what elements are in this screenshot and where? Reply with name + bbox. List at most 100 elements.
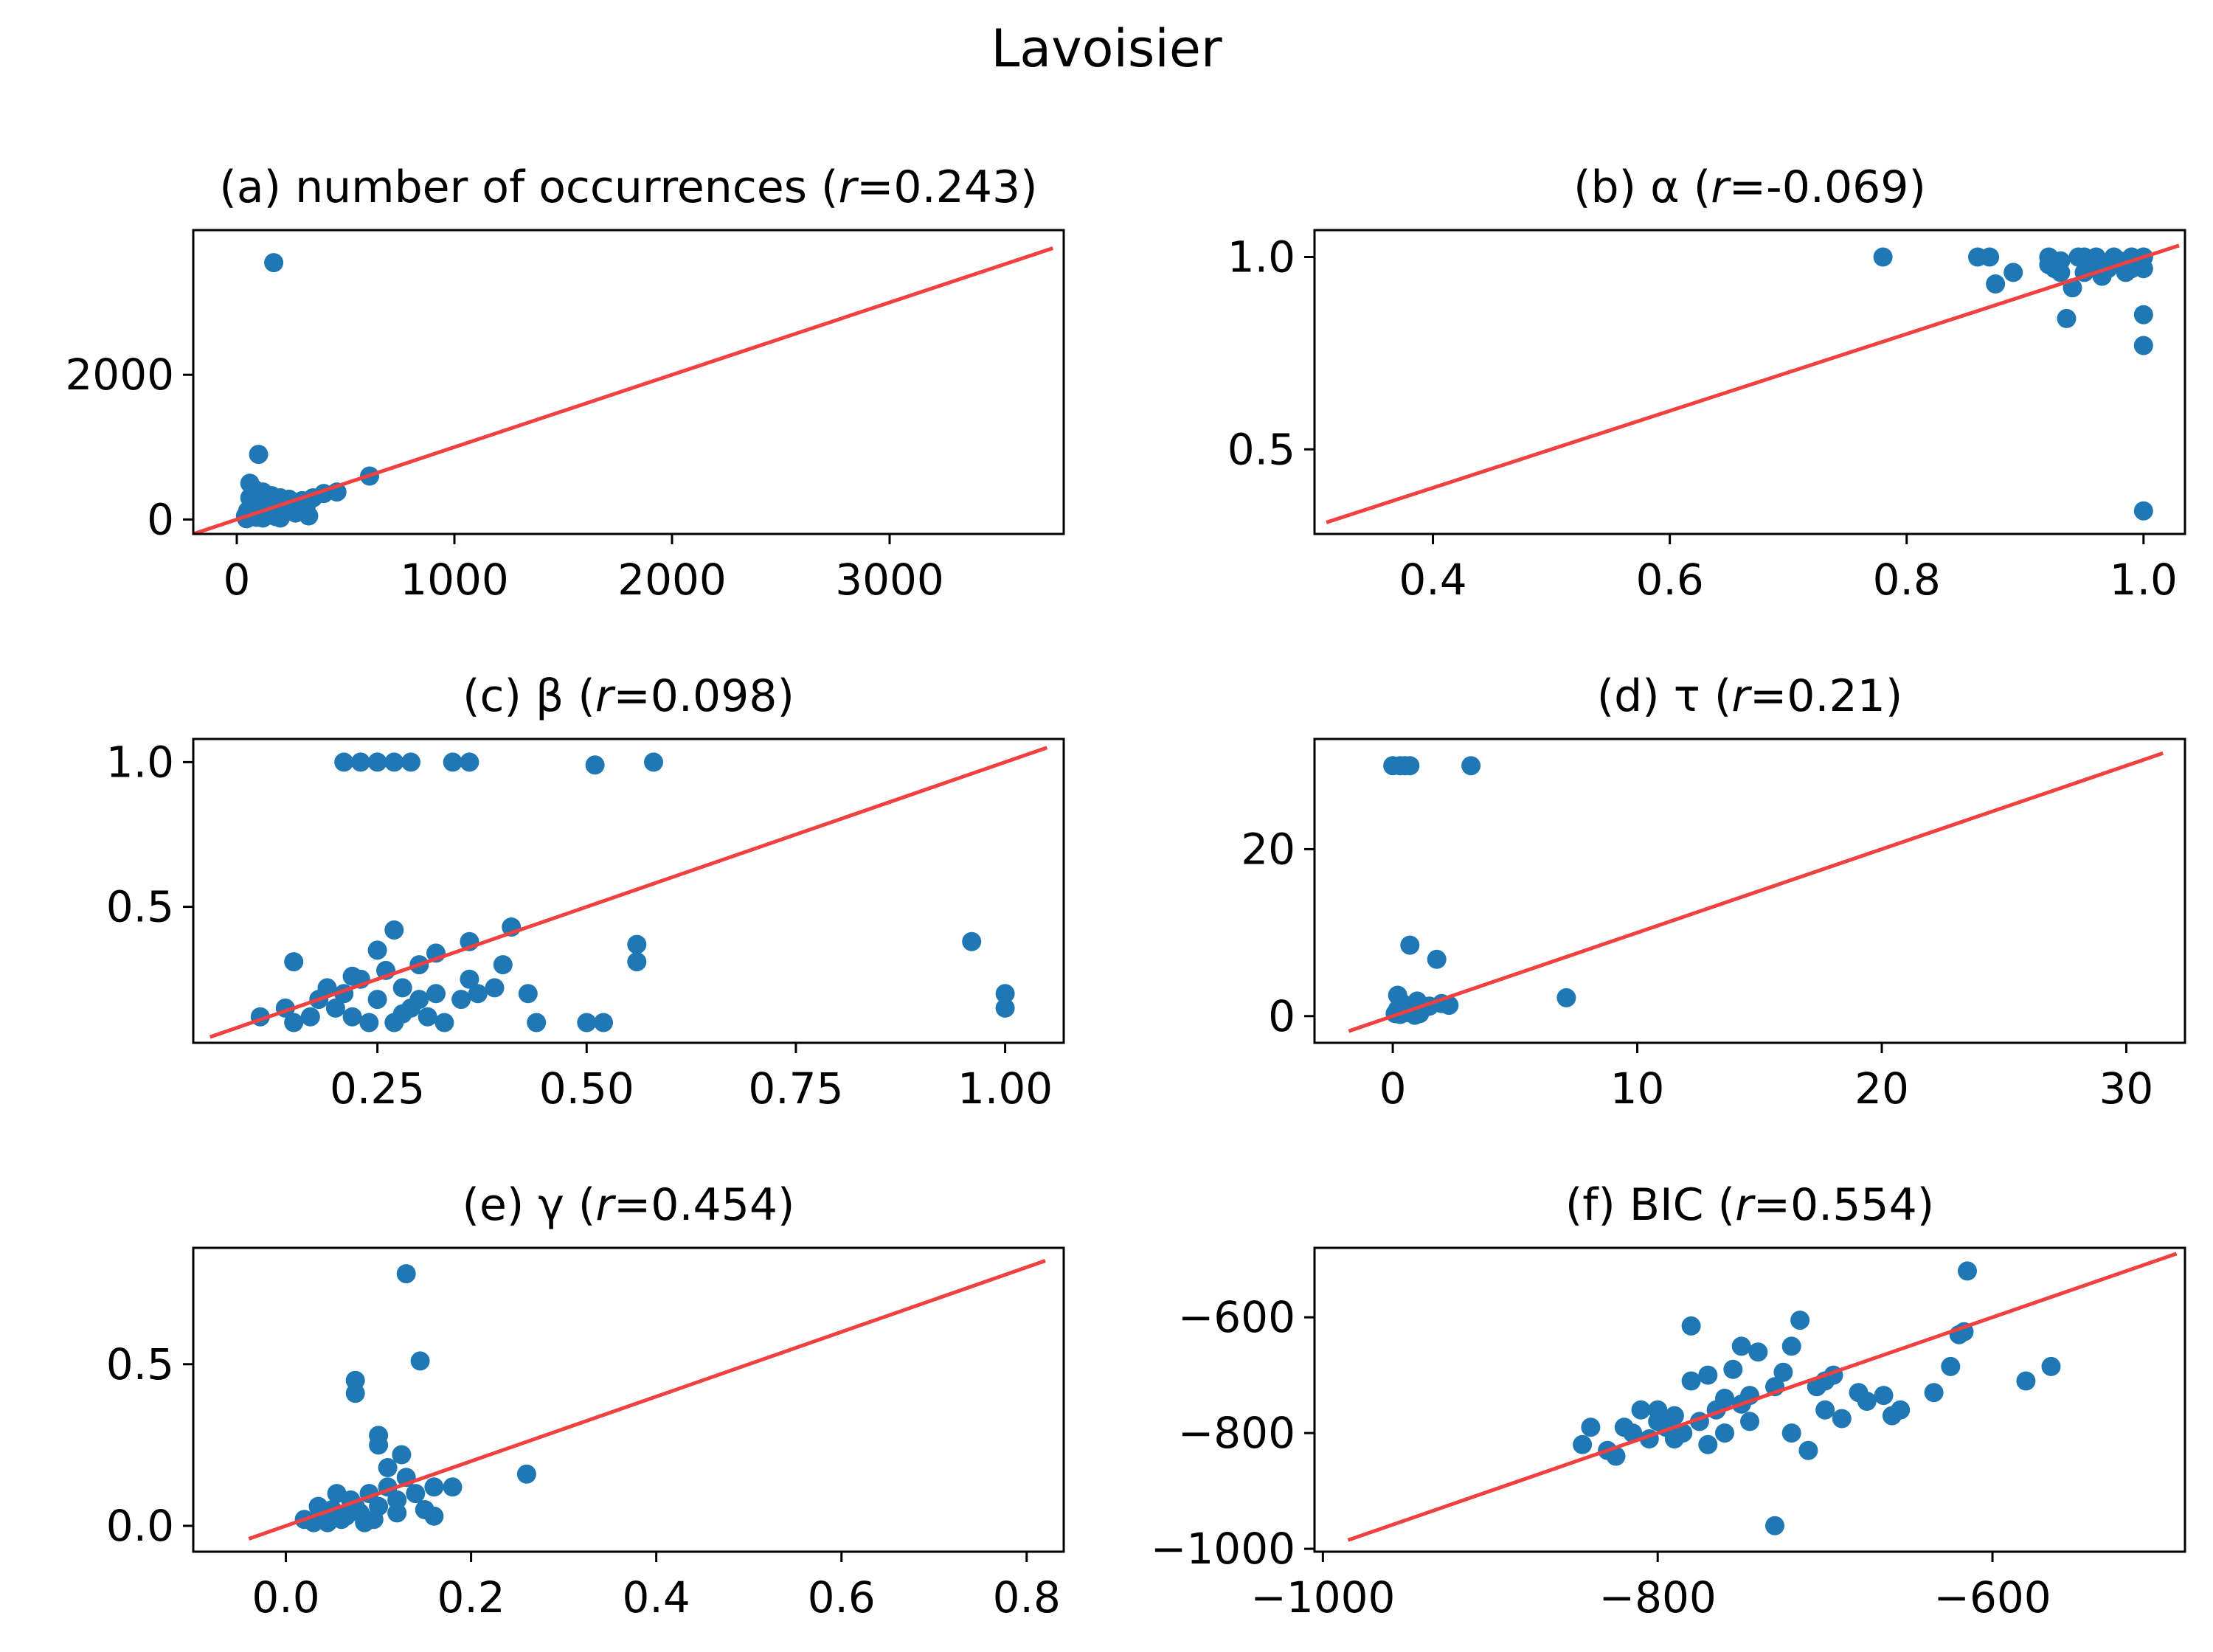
data-point <box>1715 1423 1734 1443</box>
data-point <box>1773 1362 1793 1382</box>
plot-area <box>193 246 1054 534</box>
data-point <box>359 1013 379 1032</box>
data-point <box>585 755 605 775</box>
data-point <box>2016 1371 2036 1391</box>
data-point <box>527 1013 547 1032</box>
x-tick-label: 1.0 <box>2110 555 2178 605</box>
data-point <box>284 1013 304 1032</box>
y-tick-label: 1.0 <box>1227 232 1295 282</box>
data-point <box>1631 1400 1651 1420</box>
data-point <box>284 952 304 972</box>
x-tick-label: 0.25 <box>330 1063 425 1114</box>
data-point <box>1748 1342 1768 1362</box>
x-tick-label: 0 <box>1379 1063 1407 1114</box>
y-tick-label: 20 <box>1241 824 1295 874</box>
data-point <box>384 920 404 940</box>
data-point <box>1980 247 2000 267</box>
data-point <box>995 984 1015 1004</box>
data-point <box>1807 1377 1826 1397</box>
data-point <box>1740 1412 1759 1431</box>
axes-frame <box>1313 1246 2186 1553</box>
figure-title: Lavoisier <box>991 18 1222 79</box>
data-point <box>387 1503 407 1523</box>
data-point <box>1400 935 1420 955</box>
data-point <box>369 1435 389 1455</box>
subplot-3: (d) τ (r=0.21) 0 10 20 30 0 20 <box>1241 670 2186 1114</box>
subplot-title-label: (f) BIC ( <box>1565 1179 1735 1231</box>
data-point <box>406 1484 426 1504</box>
subplot-title-value: =0.098) <box>613 670 794 722</box>
data-point <box>342 966 362 986</box>
data-point <box>1924 1383 1944 1403</box>
x-tick-label: 0.8 <box>993 1572 1061 1622</box>
data-point <box>392 1004 412 1024</box>
data-point <box>443 1477 463 1497</box>
data-point <box>460 969 479 989</box>
data-point <box>1698 1434 1718 1454</box>
data-point <box>334 752 354 772</box>
plot-area <box>1347 1252 2178 1542</box>
subplot-title-var: r <box>838 162 859 213</box>
data-point <box>1723 1359 1743 1379</box>
data-point <box>325 998 345 1018</box>
y-tick-label: −600 <box>1178 1292 1295 1342</box>
data-point <box>318 1513 337 1533</box>
data-point <box>410 1351 430 1371</box>
data-point <box>1556 988 1576 1007</box>
data-point <box>1731 1336 1751 1356</box>
axes-frame <box>1313 229 2186 535</box>
data-point <box>1681 1316 1701 1336</box>
data-point <box>2039 254 2059 274</box>
subplot-title-label: (c) β ( <box>463 670 595 722</box>
data-point <box>627 952 647 972</box>
data-point <box>367 752 387 772</box>
data-point <box>434 1013 454 1032</box>
data-point <box>485 978 505 998</box>
data-point <box>1941 1356 1961 1376</box>
data-point <box>1986 274 2006 294</box>
subplot-0: (a) number of occurrences (r=0.243) 0 1000… <box>65 162 1065 605</box>
data-point <box>2004 263 2023 282</box>
data-point <box>518 984 538 1004</box>
fit-line <box>1326 243 2180 524</box>
data-point <box>249 445 269 465</box>
y-tick-label: −1000 <box>1151 1524 1295 1574</box>
axes-frame <box>1313 738 2186 1044</box>
x-tick-label: 2000 <box>617 555 727 605</box>
axes-frame <box>192 738 1065 1044</box>
x-tick-label: 1000 <box>400 555 509 605</box>
x-tick-label: −600 <box>1933 1572 2051 1622</box>
data-point <box>1765 1516 1784 1535</box>
y-tick-label: 0.5 <box>106 882 174 932</box>
data-point <box>1857 1392 1877 1411</box>
data-point <box>516 1464 536 1484</box>
subplot-title: (a) number of occurrences (r=0.243) <box>219 162 1037 213</box>
subplot-title-label: (a) number of occurrences ( <box>219 162 838 213</box>
y-tick-label: 1.0 <box>106 737 174 787</box>
data-point <box>1461 756 1481 776</box>
data-point <box>2041 1356 2061 1376</box>
x-tick-label: 0.6 <box>808 1572 876 1622</box>
data-point <box>468 984 488 1004</box>
plot-area <box>209 746 1048 1039</box>
x-tick-label: 0.2 <box>437 1572 505 1622</box>
subplot-title-value: =0.554) <box>1753 1179 1934 1231</box>
data-point <box>364 1510 384 1530</box>
x-tick-label: 0.4 <box>623 1572 690 1622</box>
data-point <box>1882 1406 1902 1426</box>
data-point <box>396 1264 416 1284</box>
x-tick-label: −800 <box>1599 1572 1717 1622</box>
data-point <box>1874 1386 1894 1406</box>
data-point <box>409 990 429 1010</box>
data-point <box>1832 1409 1852 1429</box>
subplot-title: (c) β (r=0.098) <box>463 670 794 722</box>
data-point <box>2133 305 2153 324</box>
data-point <box>367 940 387 960</box>
y-tick-label: 0.5 <box>1227 424 1295 474</box>
x-tick-label: 0.8 <box>1873 555 1941 605</box>
subplot-title: (f) BIC (r=0.554) <box>1565 1179 1934 1231</box>
subplot-title-value: =0.21) <box>1750 670 1902 722</box>
data-point <box>2074 247 2094 267</box>
x-tick-label: 0.50 <box>539 1063 634 1114</box>
subplot-title-value: =0.243) <box>856 162 1037 213</box>
